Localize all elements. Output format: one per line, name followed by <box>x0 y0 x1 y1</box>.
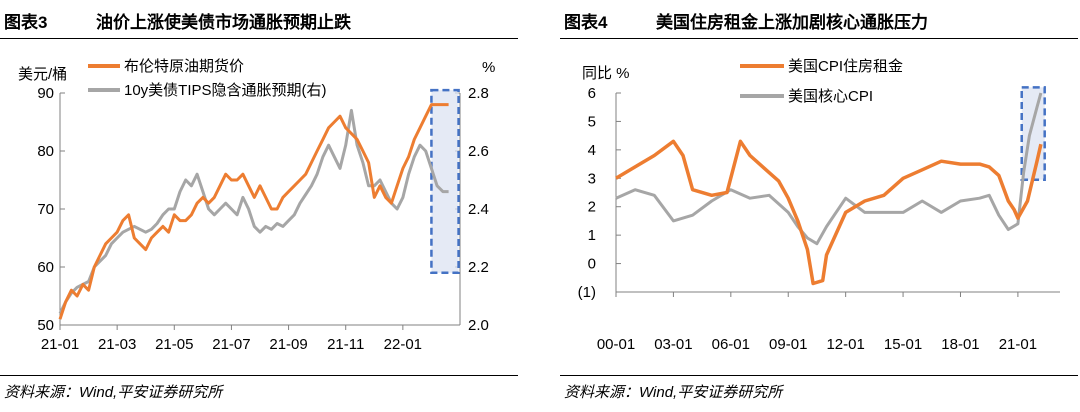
right-y-tick-label: 2.0 <box>468 317 489 334</box>
y-tick-label: 5 <box>588 113 596 130</box>
legend-label-core: 美国核心CPI <box>788 88 873 105</box>
x-tick-label: 12-01 <box>826 336 864 353</box>
x-tick-label: 18-01 <box>941 336 979 353</box>
left-y-tick-label: 50 <box>37 317 54 334</box>
tips-breakeven-line <box>58 108 449 315</box>
left-y-tick-label: 70 <box>37 201 54 218</box>
right-title-text: 美国住房租金上涨加剧核心通胀压力 <box>656 13 928 32</box>
right-y-unit: % <box>482 59 495 76</box>
left-bottom-rule <box>0 375 518 376</box>
right-y-unit-label: 同比 % <box>582 65 630 82</box>
x-tick-label: 06-01 <box>712 336 750 353</box>
left-source-note: 资料来源：Wind,平安证券研究所 <box>4 384 223 401</box>
x-tick-label: 15-01 <box>884 336 922 353</box>
left-title: 图表3 油价上涨使美债市场通胀预期止跌 <box>4 8 514 33</box>
x-tick-label: 21-01 <box>41 336 79 353</box>
right-source-note: 资料来源：Wind,平安证券研究所 <box>564 384 783 401</box>
left-chart: 美元/桶 % 布伦特原油期货价 10y美债TIPS隐含通胀预期(右) 50 60 7… <box>18 58 495 353</box>
x-tick-label: 21-01 <box>999 336 1037 353</box>
left-y-tick-label: 60 <box>37 259 54 276</box>
x-tick-label: 21-05 <box>155 336 193 353</box>
x-tick-label: 09-01 <box>769 336 807 353</box>
shelter-cpi-line <box>615 139 1043 286</box>
y-tick-label: 4 <box>588 142 596 159</box>
right-y-tick-label: 2.4 <box>468 201 489 218</box>
x-tick-label: 21-09 <box>269 336 307 353</box>
legend-label-tips: 10y美债TIPS隐含通胀预期(右) <box>124 82 327 99</box>
highlight-box <box>430 88 460 275</box>
right-figure-number: 图表4 <box>564 13 608 32</box>
y-tick-label: (1) <box>578 284 596 301</box>
x-tick-label: 22-01 <box>384 336 422 353</box>
x-tick-label: 00-01 <box>597 336 635 353</box>
y-tick-label: 2 <box>588 199 596 216</box>
left-y-unit: 美元/桶 <box>18 66 67 83</box>
right-bottom-rule <box>560 375 1078 376</box>
x-tick-label: 21-11 <box>327 336 364 353</box>
left-panel: 图表3 油价上涨使美债市场通胀预期止跌 美元/桶 % 布伦特原油期货价 10y美债… <box>0 0 520 412</box>
y-tick-label: 0 <box>588 256 596 273</box>
left-figure-number: 图表3 <box>4 13 48 32</box>
legend-label-brent: 布伦特原油期货价 <box>124 58 244 75</box>
x-tick-label: 21-03 <box>98 336 136 353</box>
y-tick-label: 3 <box>588 170 596 187</box>
right-chart: 同比 % 美国CPI住房租金 美国核心CPI 6 5 4 3 2 1 0 (1) 00-01 03… <box>578 58 1060 353</box>
right-y-tick-label: 2.6 <box>468 143 489 160</box>
core-cpi-line <box>615 92 1043 246</box>
left-y-tick-label: 90 <box>37 85 54 102</box>
left-y-tick-label: 80 <box>37 143 54 160</box>
y-tick-label: 1 <box>588 227 596 244</box>
right-y-tick-label: 2.2 <box>468 259 489 276</box>
right-title: 图表4 美国住房租金上涨加剧核心通胀压力 <box>564 8 1074 33</box>
x-tick-label: 21-07 <box>212 336 250 353</box>
left-top-rule <box>0 38 518 39</box>
right-top-rule <box>560 38 1078 39</box>
x-tick-label: 03-01 <box>654 336 692 353</box>
right-panel: 图表4 美国住房租金上涨加剧核心通胀压力 同比 % 美国CPI住房租金 美国核心C… <box>560 0 1080 412</box>
legend-label-shelter: 美国CPI住房租金 <box>788 58 903 75</box>
left-title-text: 油价上涨使美债市场通胀预期止跌 <box>96 13 351 32</box>
y-tick-label: 6 <box>588 85 596 102</box>
right-y-tick-label: 2.8 <box>468 85 489 102</box>
brent-price-line <box>58 103 449 320</box>
